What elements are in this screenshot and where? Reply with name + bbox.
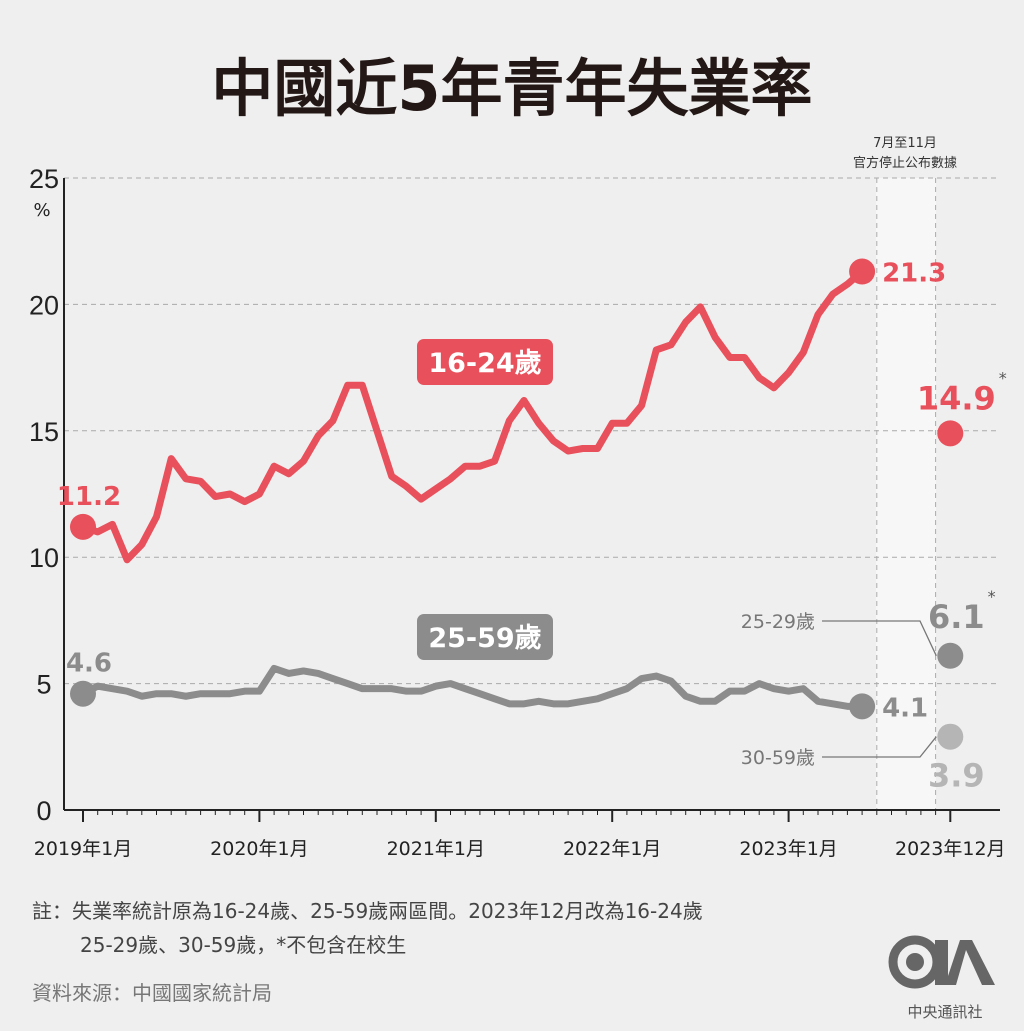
dec2023-point-1 xyxy=(937,642,964,669)
dec2023-point-0 xyxy=(937,420,964,447)
chart-title: 中國近5年青年失業率 xyxy=(211,52,812,125)
series-end-label: 4.1 xyxy=(882,693,928,723)
series-name-badge xyxy=(417,614,553,660)
dec2023-value-label: 14.9 xyxy=(917,379,996,417)
series-name-badge xyxy=(417,339,553,385)
series-end-marker xyxy=(849,693,876,720)
series-line-1 xyxy=(81,664,863,710)
dec2023-point-2 xyxy=(937,723,964,750)
axes: 0 5 10 15 20 25% 2019年1月 2020年1月 2021年1月 2022年1月 2… xyxy=(29,164,1006,860)
x-tick-label: 2019年1月 xyxy=(34,838,132,860)
y-tick-label: 0 xyxy=(36,796,51,826)
asterisk: * xyxy=(999,368,1007,387)
x-tick-label: 2020年1月 xyxy=(210,838,308,860)
cna-logo: 中央通訊社 xyxy=(888,935,995,1021)
series-start-marker xyxy=(70,680,96,707)
y-tick-label: 25 xyxy=(29,164,59,194)
footnote-line1: 註：失業率統計原為16-24歲、25-59歲兩區間。2023年12月改為16-2… xyxy=(32,899,703,923)
plot-area: 11.221.316-24歲4.64.125-59歲14.9*6.1*25-29… xyxy=(57,258,1007,795)
dec2023-series-label: 30-59歲 xyxy=(741,747,815,769)
grid xyxy=(64,177,1000,810)
dec2023-value-label: 3.9 xyxy=(928,757,985,795)
dec2023-value-label: 6.1 xyxy=(928,598,985,636)
series-end-marker xyxy=(849,258,876,285)
y-tick-label: 20 xyxy=(29,290,59,320)
y-axis-unit: % xyxy=(33,200,50,221)
gap-note-line1: 7月至11月 xyxy=(873,136,937,151)
leader-line xyxy=(822,736,937,758)
asterisk: * xyxy=(988,587,996,606)
dec2023-series-label: 25-29歲 xyxy=(741,611,815,633)
x-tick-label: 2021年1月 xyxy=(387,838,485,860)
series-start-marker xyxy=(70,513,96,540)
footnote-line2: 25-29歲、30-59歲，*不包含在校生 xyxy=(80,933,406,957)
logo-caption: 中央通訊社 xyxy=(907,1003,982,1021)
x-tick-label: 2023年12月 xyxy=(895,838,1006,860)
source: 資料來源：中國國家統計局 xyxy=(32,981,272,1005)
y-tick-label: 10 xyxy=(29,543,59,573)
series-line-0 xyxy=(81,268,865,564)
y-tick-label: 15 xyxy=(29,417,59,447)
series-end-label: 21.3 xyxy=(882,259,946,289)
gap-band xyxy=(876,178,936,810)
leader-line xyxy=(822,620,937,657)
x-tick-label: 2022年1月 xyxy=(563,838,661,860)
x-tick-label: 2023年1月 xyxy=(739,838,837,860)
series-name-label: 16-24歲 xyxy=(428,348,541,379)
series-start-label: 11.2 xyxy=(57,482,121,512)
series-start-label: 4.6 xyxy=(66,649,112,679)
gap-note-line2: 官方停止公布數據 xyxy=(853,155,957,171)
series-name-label: 25-59歲 xyxy=(428,623,541,654)
y-tick-label: 5 xyxy=(36,670,51,700)
